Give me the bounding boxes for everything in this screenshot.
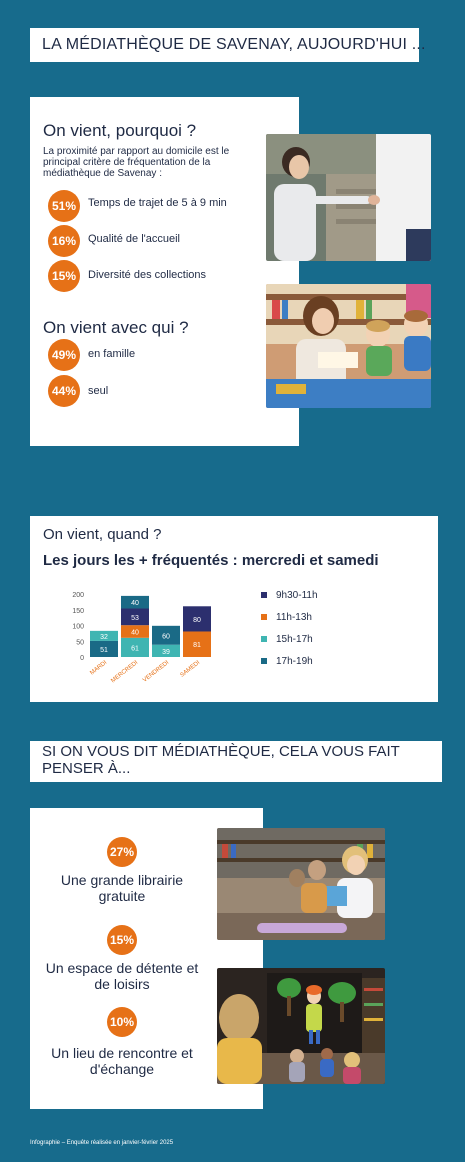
chart-bar-segment <box>183 631 211 657</box>
stat-label: en famille <box>88 348 136 360</box>
y-tick-label: 200 <box>72 592 84 599</box>
header-banner: LA MÉDIATHÈQUE DE SAVENAY, AUJOURD'HUI .… <box>30 28 426 62</box>
photo-reading <box>266 284 431 408</box>
chart-bar-segment <box>121 595 149 609</box>
stat-label: seul <box>88 385 109 397</box>
when-subheading: Les jours les + fréquentés : mercredi et… <box>43 552 379 569</box>
x-tick-label: MERCREDI <box>110 660 139 685</box>
bar-data-label: 40 <box>131 600 139 607</box>
stat-badge: 44% <box>48 375 80 407</box>
stat-badge: 49% <box>48 339 80 371</box>
stat-badge: 10% <box>107 1007 137 1037</box>
x-tick-label: MARDI <box>89 660 108 677</box>
x-tick-label: SAMEDI <box>179 660 201 679</box>
chart-bar-segment <box>121 637 149 657</box>
footer-note: Infographie – Enquête réalisée en janvie… <box>30 1140 174 1146</box>
x-tick-label: VENDREDI <box>142 660 170 684</box>
stat-badge: 16% <box>48 225 80 257</box>
bar-data-label: 80 <box>193 617 201 624</box>
legend-label: 15h-17h <box>276 634 313 645</box>
stat-badge: 15% <box>48 260 80 292</box>
stat-label: Qualité de l'accueil <box>88 233 180 245</box>
photo-parent-child <box>266 134 431 261</box>
bar-data-label: 81 <box>193 642 201 649</box>
bar-data-label: 61 <box>131 645 139 652</box>
puppet-show-illustration <box>217 968 385 1084</box>
photo-children-reading <box>217 828 385 940</box>
why-heading: On vient, pourquoi ? <box>43 121 197 140</box>
chart-bar-segment <box>121 625 149 638</box>
y-tick-label: 100 <box>72 624 84 631</box>
bar-data-label: 32 <box>100 634 108 641</box>
reading-illustration <box>266 284 431 408</box>
page-title: LA MÉDIATHÈQUE DE SAVENAY, AUJOURD'HUI .… <box>42 36 426 53</box>
think-header-banner: SI ON VOUS DIT MÉDIATHÈQUE, CELA VOUS FA… <box>30 741 442 782</box>
stat-badge: 15% <box>107 925 137 955</box>
y-tick-label: 0 <box>80 655 84 662</box>
parent-child-illustration <box>266 134 431 261</box>
think-heading: SI ON VOUS DIT MÉDIATHÈQUE, CELA VOUS FA… <box>42 743 400 777</box>
legend-swatch <box>261 658 267 664</box>
stat-badge: 51% <box>48 190 80 222</box>
stat-label: Diversité des collections <box>88 269 206 281</box>
legend-swatch <box>261 636 267 642</box>
bar-data-label: 40 <box>131 629 139 636</box>
why-intro: La proximité par rapport au domicile est… <box>43 146 230 179</box>
think-label: Une grande librairie gratuite <box>60 872 184 904</box>
legend-label: 11h-13h <box>276 612 312 623</box>
when-heading: On vient, quand ? <box>43 526 162 543</box>
y-tick-label: 50 <box>76 639 84 646</box>
legend-swatch <box>261 614 267 620</box>
chart-bar-segment <box>183 606 211 632</box>
legend-swatch <box>261 592 267 598</box>
chart-bar-segment <box>152 644 180 657</box>
think-label: Un espace de détente et de loisirs <box>45 960 199 992</box>
when-card: On vient, quand ? Les jours les + fréque… <box>30 516 438 702</box>
stat-badge: 27% <box>107 837 137 867</box>
children-reading-illustration <box>217 828 385 940</box>
legend-label: 17h-19h <box>276 656 313 667</box>
who-heading: On vient avec qui ? <box>43 318 189 337</box>
photo-puppet-show <box>217 968 385 1084</box>
think-label: Un lieu de rencontre et d'échange <box>51 1045 193 1077</box>
bar-data-label: 53 <box>131 615 139 622</box>
attendance-chart: 0 50 100 150 200 51 32 MARDI 61 40 53 40 MERCREDI 39 6… <box>72 590 318 685</box>
y-tick-label: 150 <box>72 608 84 615</box>
why-who-card: On vient, pourquoi ? La proximité par ra… <box>30 97 299 446</box>
chart-bar-segment <box>90 640 118 657</box>
stat-label: Temps de trajet de 5 à 9 min <box>88 197 227 209</box>
legend-label: 9h30-11h <box>276 590 318 601</box>
bar-data-label: 51 <box>100 647 108 654</box>
bar-data-label: 39 <box>162 649 170 656</box>
bar-data-label: 60 <box>162 633 170 640</box>
chart-bar-segment <box>90 630 118 641</box>
chart-bar-segment <box>152 625 180 645</box>
chart-bar-segment <box>121 608 149 626</box>
